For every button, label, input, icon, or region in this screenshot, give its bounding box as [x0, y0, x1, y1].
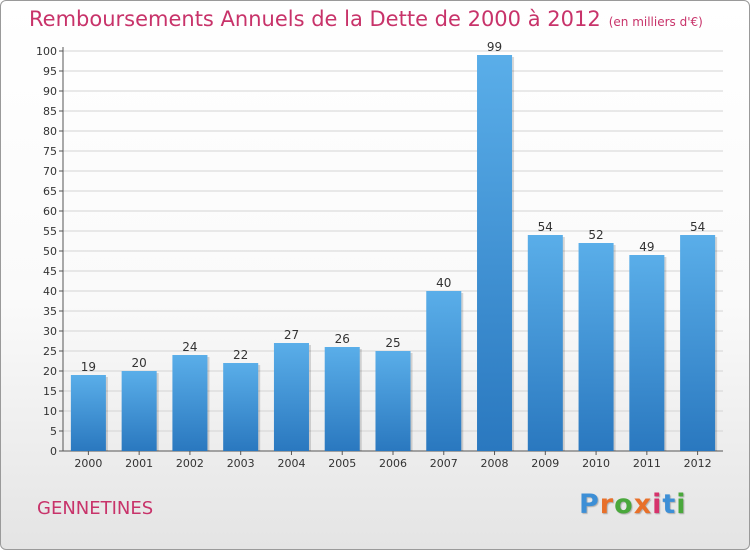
data-label: 25 [385, 336, 400, 350]
y-tick-label: 75 [43, 145, 57, 158]
x-tick-label: 2008 [481, 457, 509, 470]
y-tick-label: 35 [43, 305, 57, 318]
x-tick-label: 2006 [379, 457, 407, 470]
bar-2012 [680, 235, 716, 451]
y-tick-label: 65 [43, 185, 57, 198]
y-tick-label: 20 [43, 365, 57, 378]
y-tick-label: 25 [43, 345, 57, 358]
x-tick-label: 2004 [277, 457, 305, 470]
y-tick-label: 30 [43, 325, 57, 338]
y-tick-label: 85 [43, 105, 57, 118]
y-tick-label: 55 [43, 225, 57, 238]
data-label: 49 [639, 240, 654, 254]
y-tick-label: 95 [43, 65, 57, 78]
x-tick-label: 2012 [684, 457, 712, 470]
logo-letter: i [652, 489, 663, 520]
data-label: 24 [182, 340, 197, 354]
x-tick-label: 2011 [633, 457, 661, 470]
y-tick-label: 0 [50, 445, 57, 458]
labels: 0 5 10 15 20 25 30 35 40 45 50 55 60 65 70 75 80 85 90 95 10… [36, 40, 712, 470]
data-label: 27 [284, 328, 299, 342]
bar-2007 [426, 291, 462, 451]
bar-2000 [70, 375, 106, 451]
unit-note: (en milliers d'€) [608, 15, 703, 29]
y-tick-label: 45 [43, 265, 57, 278]
data-label: 52 [588, 228, 603, 242]
y-tick-label: 40 [43, 285, 57, 298]
data-label: 99 [487, 40, 502, 54]
x-tick-label: 2002 [176, 457, 204, 470]
x-tick-label: 2007 [430, 457, 458, 470]
logo-letter: o [614, 489, 634, 520]
logo-letter: i [676, 489, 687, 520]
proxiti-logo: Proxiti [579, 489, 687, 520]
data-label: 26 [335, 332, 350, 346]
logo-letter: t [662, 489, 677, 520]
y-tick-label: 100 [36, 45, 57, 58]
bar-2002 [172, 355, 208, 451]
chart-title-text: Remboursements Annuels de la Dette de 20… [29, 7, 601, 31]
bar-chart: 0 5 10 15 20 25 30 35 40 45 50 55 60 65 70 75 80 85 90 95 10… [36, 40, 723, 470]
y-tick-label: 90 [43, 85, 57, 98]
y-tick-label: 5 [50, 425, 57, 438]
data-label: 40 [436, 276, 451, 290]
y-tick-label: 10 [43, 405, 57, 418]
x-tick-label: 2003 [227, 457, 255, 470]
data-label: 19 [81, 360, 96, 374]
x-tick-label: 2005 [328, 457, 356, 470]
bar-2005 [324, 347, 360, 451]
chart-title: Remboursements Annuels de la Dette de 20… [29, 7, 703, 31]
logo-letter: x [633, 489, 653, 520]
x-tick-label: 2000 [74, 457, 102, 470]
data-label: 22 [233, 348, 248, 362]
bar-2004 [273, 343, 309, 451]
y-tick-label: 70 [43, 165, 57, 178]
y-tick-label: 50 [43, 245, 57, 258]
y-tick-label: 80 [43, 125, 57, 138]
data-label: 54 [690, 220, 705, 234]
commune-name: GENNETINES [37, 498, 154, 519]
data-label: 20 [132, 356, 147, 370]
logo-letter: P [579, 489, 600, 520]
y-tick-label: 15 [43, 385, 57, 398]
bar-2003 [223, 363, 259, 451]
x-tick-label: 2010 [582, 457, 610, 470]
bar-2010 [578, 243, 614, 451]
x-tick-label: 2001 [125, 457, 153, 470]
bar-2006 [375, 351, 411, 451]
bar-2011 [629, 255, 665, 451]
bar-2009 [527, 235, 563, 451]
bar-2001 [121, 371, 157, 451]
y-tick-label: 60 [43, 205, 57, 218]
bar-2008 [477, 55, 513, 451]
data-label: 54 [538, 220, 553, 234]
logo-letter: r [599, 489, 615, 520]
x-tick-label: 2009 [531, 457, 559, 470]
bars [70, 55, 718, 451]
